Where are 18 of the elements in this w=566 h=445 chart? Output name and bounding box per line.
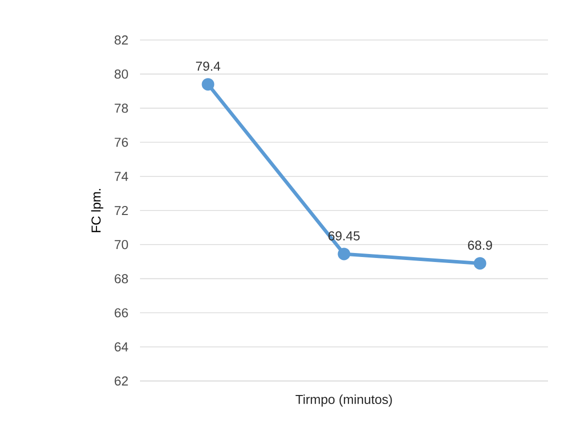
y-tick-label: 72 [114,206,128,216]
y-tick-label: 66 [114,308,128,318]
point [202,78,214,91]
y-tick-label: 74 [114,172,128,181]
data-label: 68.9 [468,240,492,250]
y-tick-label: 70 [114,240,128,250]
y-tick-label: 82 [114,35,128,45]
y-tick-label: 62 [114,376,128,386]
data-label: 79.4 [196,62,220,71]
y-tick-label: 68 [114,274,128,284]
y-tick-label: 76 [114,138,128,147]
y-tick-label: 80 [114,70,128,79]
point [474,257,486,270]
x-axis-title: Tirmpo (minutos) [296,394,392,407]
y-axis-title: FC lpm. [91,189,104,232]
y-tick-label: 64 [114,342,128,352]
y-tick-label: 78 [114,104,128,113]
point [338,248,350,260]
